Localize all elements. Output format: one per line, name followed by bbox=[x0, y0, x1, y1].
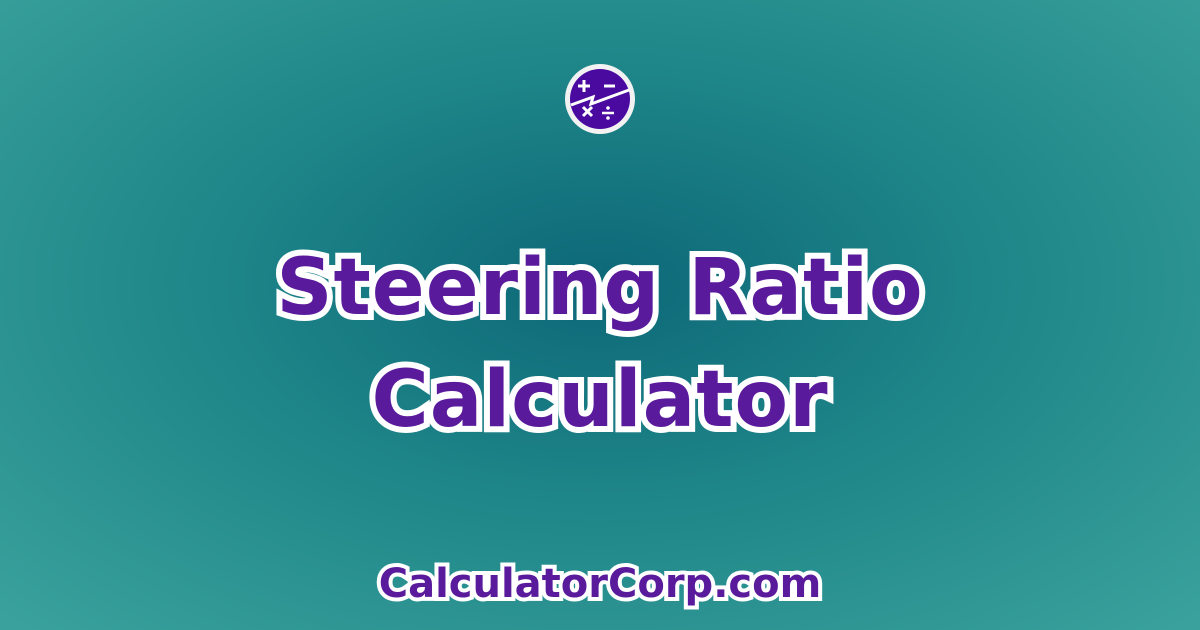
page-title: Steering Ratio Calculator bbox=[0, 232, 1200, 456]
site-name: CalculatorCorp.com bbox=[375, 557, 826, 611]
title-line-1: Steering Ratio bbox=[270, 237, 928, 339]
calculator-logo-icon bbox=[565, 64, 635, 134]
title-line-2: Calculator bbox=[365, 349, 833, 451]
